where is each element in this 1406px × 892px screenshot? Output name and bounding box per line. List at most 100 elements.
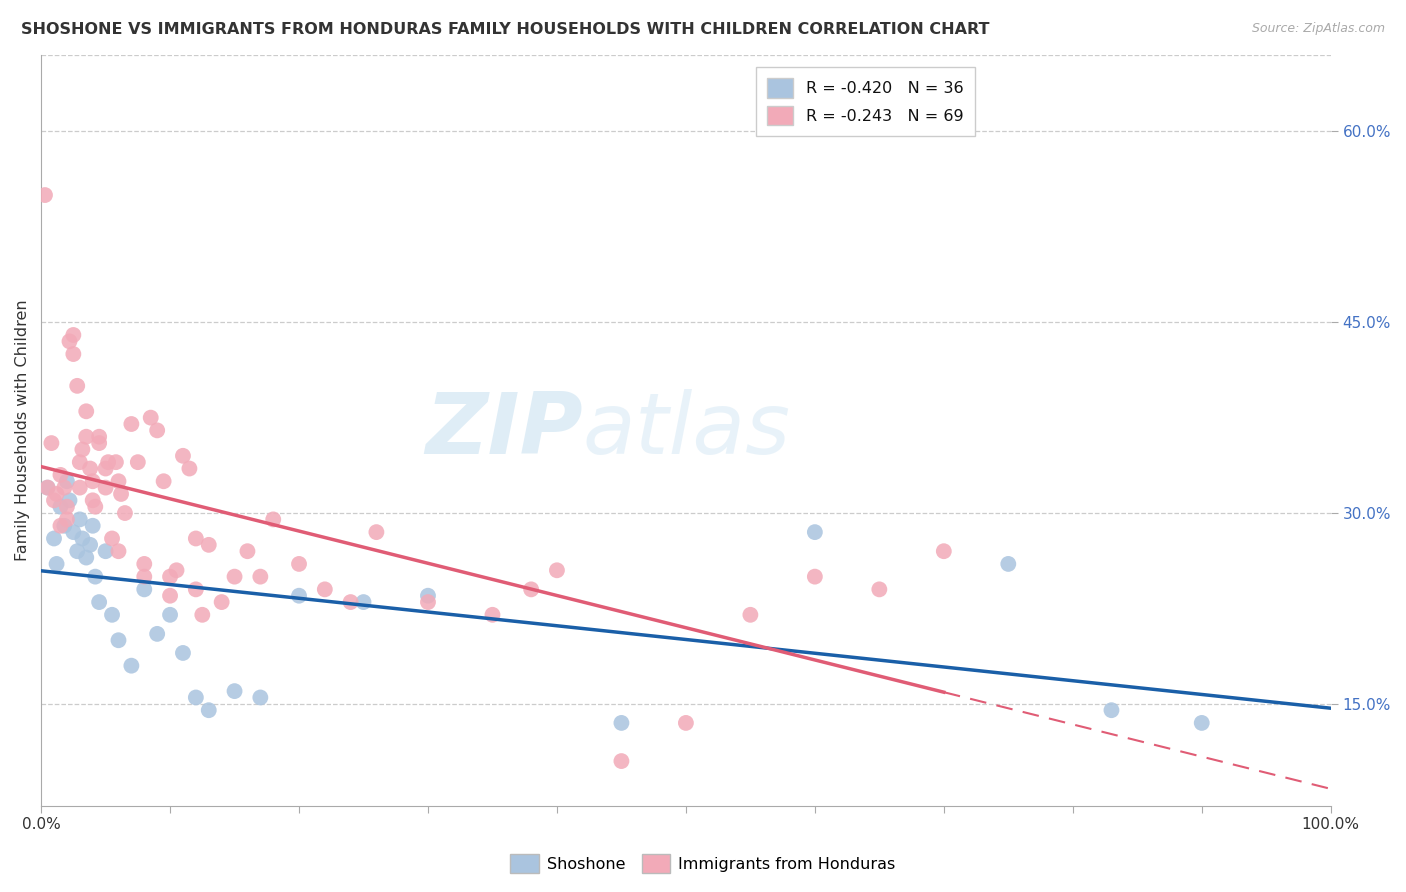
Point [139, 410, 162, 425]
Point [69, 481, 91, 495]
Point [152, 475, 174, 489]
Legend: R = -0.420   N = 36, R = -0.243   N = 69: R = -0.420 N = 36, R = -0.243 N = 69 [756, 67, 974, 136]
Point [62, 525, 84, 540]
Point [1101, 703, 1123, 717]
Point [191, 607, 214, 622]
Point [107, 475, 129, 489]
Point [42, 493, 65, 508]
Point [127, 455, 149, 469]
Point [79, 538, 101, 552]
Point [42, 532, 65, 546]
Point [49, 518, 72, 533]
Point [114, 506, 136, 520]
Text: Source: ZipAtlas.com: Source: ZipAtlas.com [1251, 22, 1385, 36]
Point [75, 430, 97, 444]
Point [53, 518, 76, 533]
Point [134, 582, 156, 597]
Point [481, 607, 503, 622]
Point [610, 754, 633, 768]
Point [353, 595, 375, 609]
Point [89, 430, 111, 444]
Point [675, 715, 697, 730]
Text: SHOSHONE VS IMMIGRANTS FROM HONDURAS FAMILY HOUSEHOLDS WITH CHILDREN CORRELATION: SHOSHONE VS IMMIGRANTS FROM HONDURAS FAM… [21, 22, 990, 37]
Point [159, 589, 181, 603]
Point [868, 582, 890, 597]
Point [107, 544, 129, 558]
Point [66, 379, 89, 393]
Point [110, 487, 132, 501]
Point [84, 500, 107, 514]
Point [120, 658, 142, 673]
Point [101, 532, 124, 546]
Point [197, 538, 219, 552]
Point [520, 582, 543, 597]
Point [134, 557, 156, 571]
Point [94, 481, 117, 495]
Point [997, 557, 1019, 571]
Point [56, 500, 79, 514]
Point [94, 461, 117, 475]
Text: ZIP: ZIP [425, 389, 582, 472]
Point [49, 467, 72, 482]
Point [249, 690, 271, 705]
Point [546, 563, 568, 577]
Point [416, 589, 439, 603]
Point [179, 461, 201, 475]
Point [314, 582, 336, 597]
Point [82, 493, 104, 508]
Point [610, 715, 633, 730]
Point [62, 328, 84, 343]
Point [184, 690, 207, 705]
Point [45, 557, 67, 571]
Point [1191, 715, 1213, 730]
Point [75, 404, 97, 418]
Point [166, 563, 188, 577]
Point [339, 595, 361, 609]
Point [89, 436, 111, 450]
Point [159, 607, 181, 622]
Point [62, 347, 84, 361]
Point [288, 589, 311, 603]
Legend: Shoshone, Immigrants from Honduras: Shoshone, Immigrants from Honduras [503, 847, 903, 880]
Point [740, 607, 762, 622]
Point [184, 582, 207, 597]
Point [932, 544, 955, 558]
Point [172, 449, 194, 463]
Point [94, 544, 117, 558]
Point [75, 550, 97, 565]
Point [224, 569, 246, 583]
Point [184, 532, 207, 546]
Point [211, 595, 233, 609]
Point [58, 493, 80, 508]
Point [37, 481, 59, 495]
Text: atlas: atlas [582, 389, 790, 472]
Point [366, 525, 388, 540]
Point [172, 646, 194, 660]
Point [146, 627, 169, 641]
Point [82, 518, 104, 533]
Point [224, 684, 246, 698]
Point [804, 569, 827, 583]
Point [56, 512, 79, 526]
Point [58, 334, 80, 349]
Point [416, 595, 439, 609]
Point [146, 423, 169, 437]
Point [134, 569, 156, 583]
Y-axis label: Family Households with Children: Family Households with Children [15, 300, 30, 561]
Point [66, 544, 89, 558]
Point [45, 487, 67, 501]
Point [107, 633, 129, 648]
Point [104, 455, 127, 469]
Point [79, 461, 101, 475]
Point [53, 481, 76, 495]
Point [41, 436, 63, 450]
Point [89, 595, 111, 609]
Point [69, 512, 91, 526]
Point [804, 525, 827, 540]
Point [120, 417, 142, 431]
Point [197, 703, 219, 717]
Point [82, 475, 104, 489]
Point [288, 557, 311, 571]
Point [69, 455, 91, 469]
Point [56, 475, 79, 489]
